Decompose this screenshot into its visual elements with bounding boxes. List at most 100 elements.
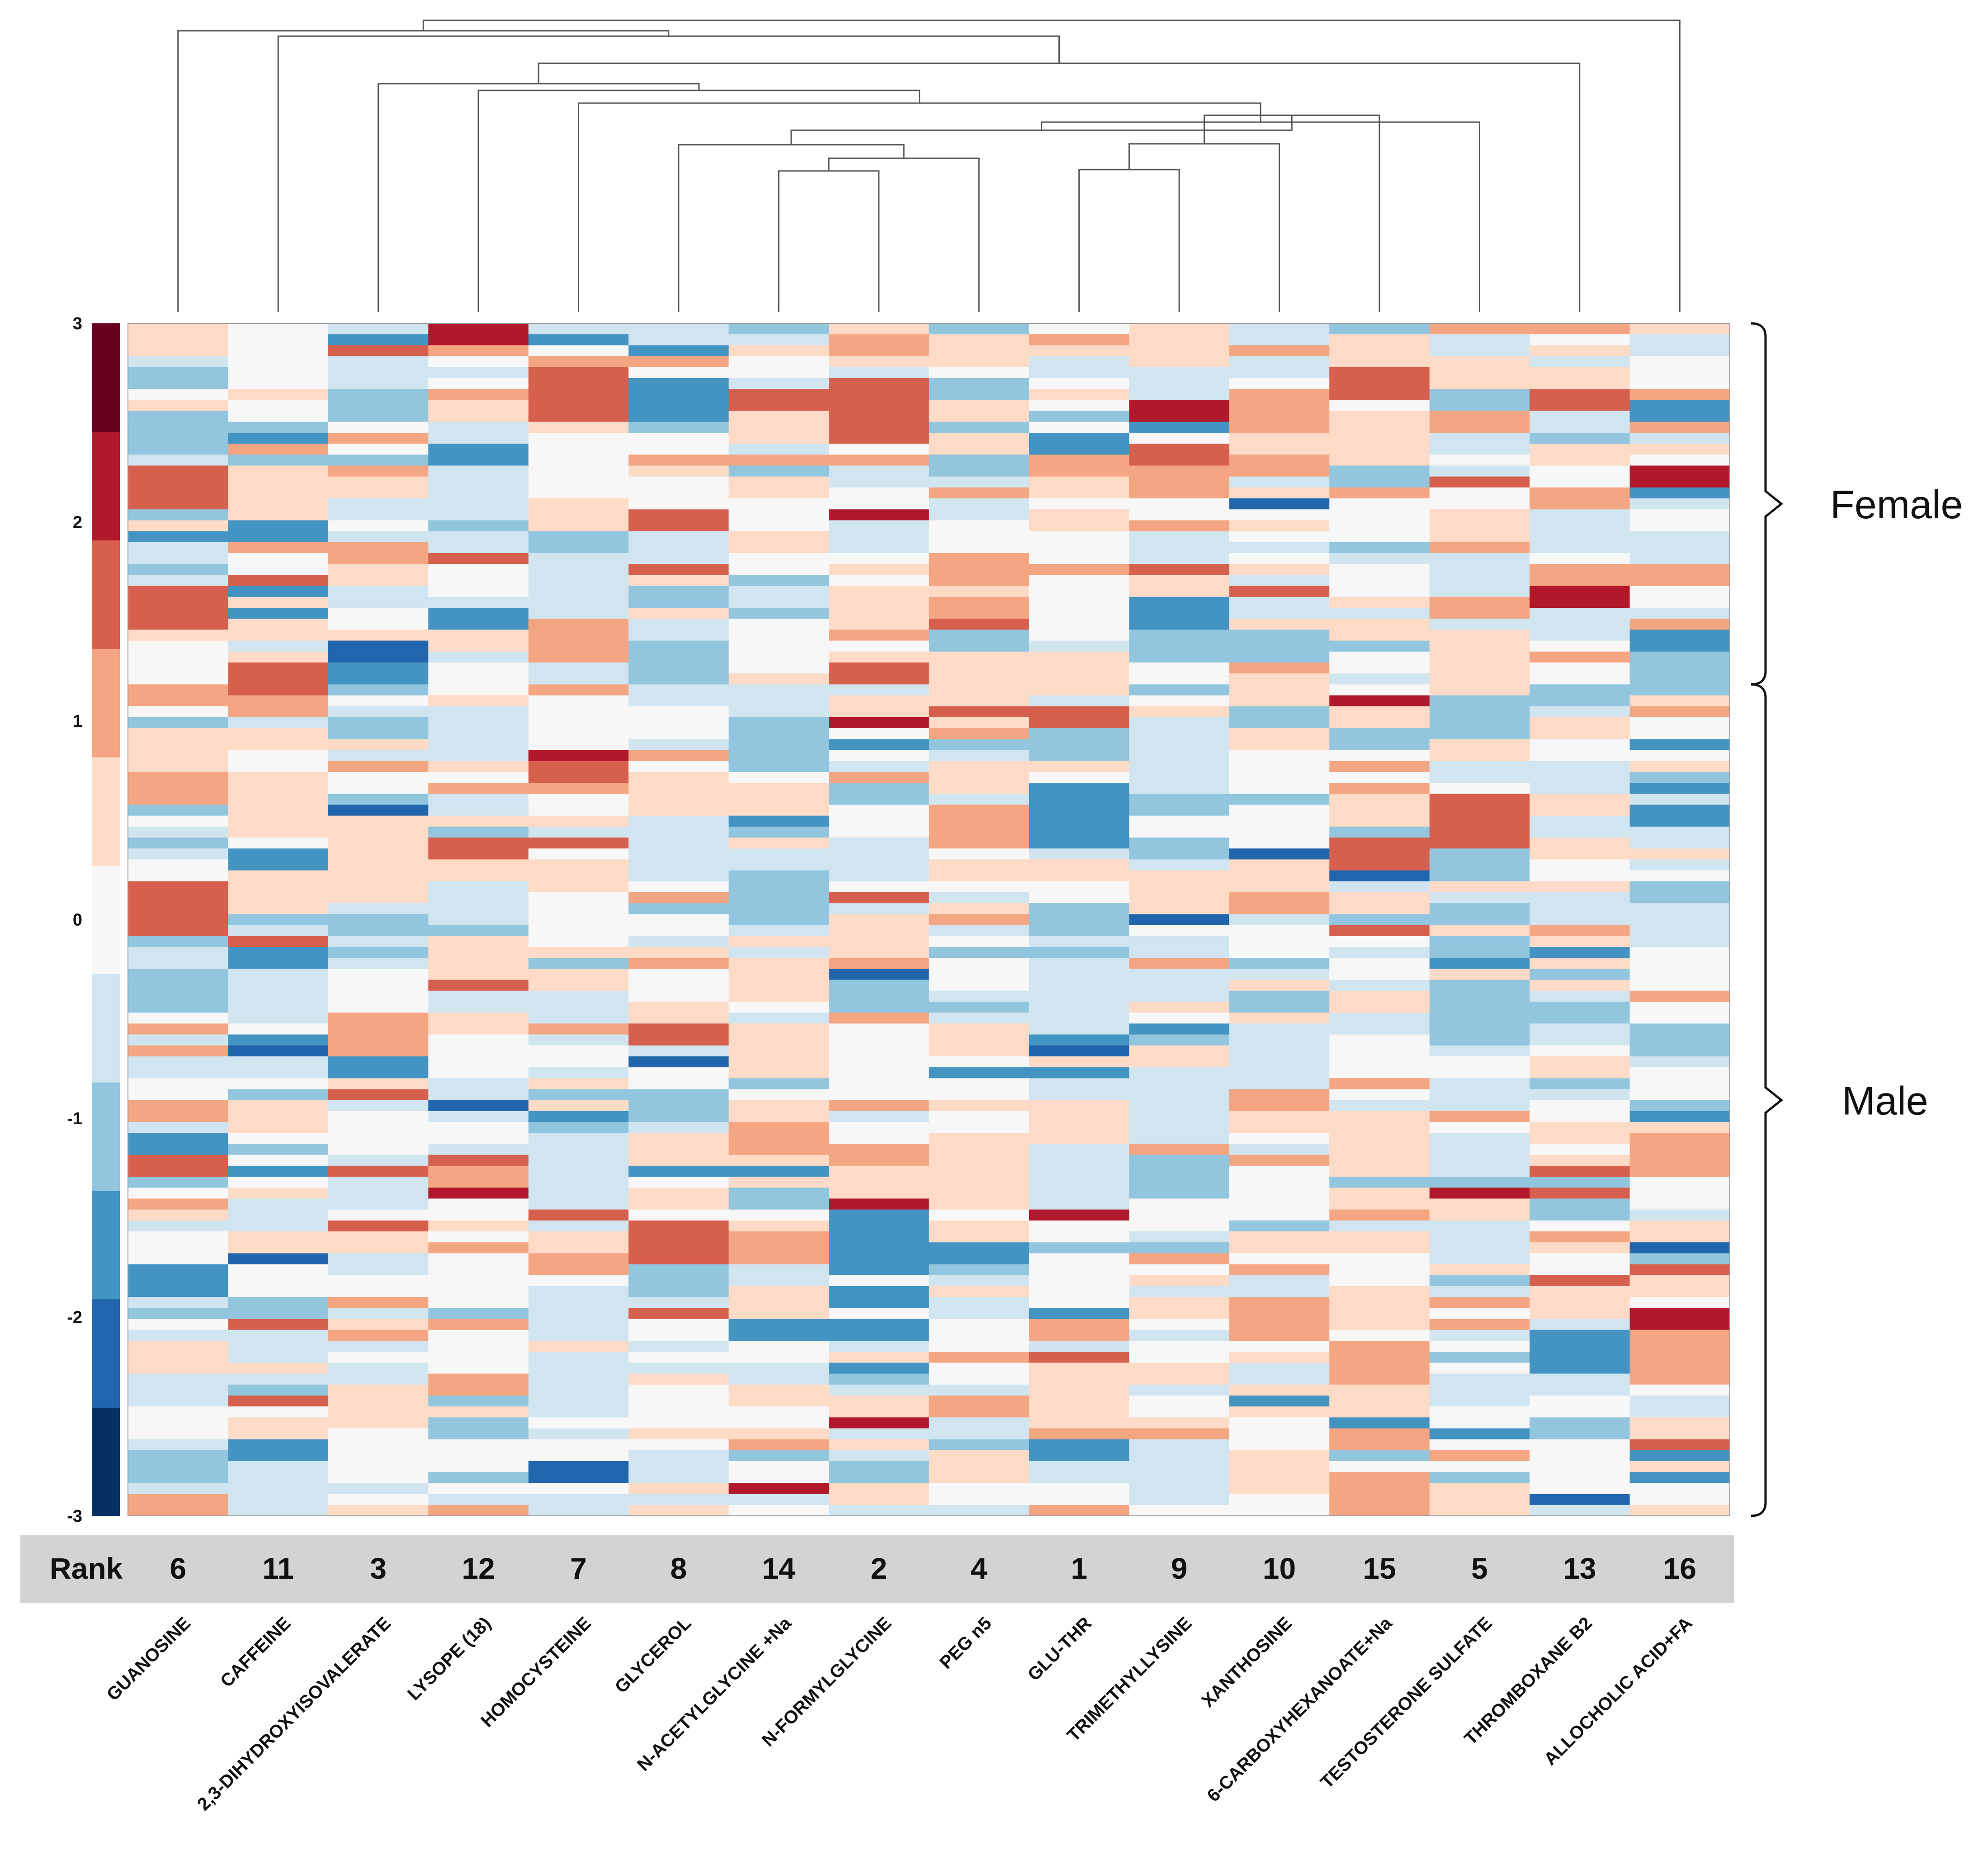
heatmap-cell (1029, 1122, 1129, 1133)
heatmap-cell (728, 1045, 829, 1057)
heatmap-cell (328, 432, 429, 444)
heatmap-cell (1629, 1220, 1730, 1232)
heatmap-cell (1129, 553, 1230, 564)
heatmap-cell (628, 892, 729, 904)
heatmap-cell (1329, 1198, 1430, 1210)
heatmap-cell (1229, 1428, 1330, 1440)
heatmap-cell (1129, 805, 1230, 816)
heatmap-cell (1530, 553, 1630, 564)
heatmap-cell (628, 706, 729, 718)
heatmap-cell (1429, 432, 1530, 444)
heatmap-cell (1530, 794, 1630, 805)
heatmap-cell (728, 531, 829, 543)
heatmap-cell (1629, 958, 1730, 969)
heatmap-cell (328, 1340, 429, 1352)
heatmap-cell (328, 509, 429, 521)
heatmap-cell (328, 389, 429, 400)
heatmap-cell (128, 1177, 229, 1188)
heatmap-cell (128, 1122, 229, 1133)
heatmap-cell (1530, 1100, 1630, 1112)
heatmap-cell (1629, 673, 1730, 685)
heatmap-cell (829, 1100, 930, 1112)
heatmap-cell (628, 432, 729, 444)
heatmap-cell (1429, 750, 1530, 762)
heatmap-cell (428, 509, 529, 521)
heatmap-cell (1629, 542, 1730, 554)
heatmap-cell (1029, 1352, 1129, 1363)
heatmap-cell (1629, 1417, 1730, 1429)
heatmap-cell (1629, 1483, 1730, 1495)
heatmap-cell (1229, 1297, 1330, 1308)
heatmap-cell (829, 936, 930, 947)
heatmap-cell (1429, 1439, 1530, 1451)
heatmap-cell (1530, 400, 1630, 412)
heatmap-cell (1530, 925, 1630, 937)
heatmap-cell (1429, 1111, 1530, 1122)
heatmap-cell (829, 903, 930, 914)
heatmap-cell (728, 1472, 829, 1484)
heatmap-cell (929, 859, 1029, 871)
heatmap-cell (1329, 487, 1430, 499)
heatmap-cell (1029, 695, 1129, 707)
heatmap-cell (428, 1264, 529, 1276)
heatmap-cell (1229, 1067, 1330, 1079)
heatmap-cell (829, 1253, 930, 1265)
heatmap-cell (428, 936, 529, 947)
heatmap-cell (1029, 1133, 1129, 1145)
heatmap-cell (228, 673, 329, 685)
heatmap-cell (929, 1439, 1029, 1451)
heatmap-cell (228, 465, 329, 477)
heatmap-cell (728, 750, 829, 762)
heatmap-cell (628, 903, 729, 914)
heatmap-cell (128, 805, 229, 816)
heatmap-cell (128, 1155, 229, 1166)
heatmap-cell (829, 1275, 930, 1287)
heatmap-cell (728, 1100, 829, 1112)
heatmap-cell (628, 1045, 729, 1057)
heatmap-cell (528, 465, 629, 477)
heatmap-cell (528, 1056, 629, 1068)
heatmap-cell (728, 761, 829, 772)
colorbar-segment (92, 1407, 120, 1516)
heatmap-cell (728, 1056, 829, 1068)
heatmap-cell (128, 553, 229, 564)
heatmap-cell (929, 1001, 1029, 1013)
heatmap-cell (1229, 1078, 1330, 1090)
heatmap-cell (929, 367, 1029, 379)
heatmap-cell (1229, 1133, 1330, 1145)
heatmap-cell (228, 378, 329, 389)
heatmap-cell (1029, 1461, 1129, 1472)
heatmap-cell (1029, 378, 1129, 389)
heatmap-cell (1530, 1340, 1630, 1352)
heatmap-cell (1629, 1472, 1730, 1484)
heatmap-cell (1429, 706, 1530, 718)
heatmap-cell (328, 662, 429, 674)
heatmap-cell (728, 509, 829, 521)
heatmap-cell (929, 1450, 1029, 1462)
heatmap-cell (128, 389, 229, 400)
heatmap-cell (1229, 1308, 1330, 1320)
heatmap-cell (1530, 444, 1630, 455)
heatmap-cell (1429, 334, 1530, 345)
heatmap-cell (228, 980, 329, 991)
heatmap-cell (328, 958, 429, 969)
heatmap-cell (328, 1209, 429, 1221)
heatmap-cell (929, 1340, 1029, 1352)
heatmap-cell (1629, 498, 1730, 510)
heatmap-cell (128, 586, 229, 597)
heatmap-cell (328, 717, 429, 729)
heatmap-cell (1530, 815, 1630, 827)
heatmap-cell (628, 870, 729, 882)
heatmap-cell (328, 980, 429, 991)
heatmap-cell (1329, 1505, 1430, 1516)
heatmap-cell (128, 1308, 229, 1320)
heatmap-cell (228, 509, 329, 521)
heatmap-cell (1429, 465, 1530, 477)
heatmap-cell (128, 662, 229, 674)
heatmap-cell (1329, 990, 1430, 1002)
heatmap-cell (328, 542, 429, 554)
heatmap-cell (1129, 761, 1230, 772)
heatmap-cell (428, 1220, 529, 1232)
heatmap-cell (728, 1144, 829, 1155)
heatmap-cell (128, 1013, 229, 1024)
